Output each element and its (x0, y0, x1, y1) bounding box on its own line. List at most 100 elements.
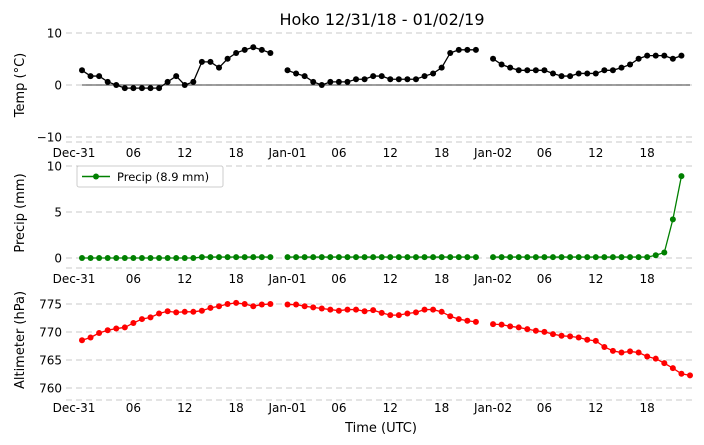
precip-data-point (138, 255, 145, 261)
precip-x-tick-label: 18 (434, 272, 449, 286)
altimeter-data-point (190, 308, 197, 315)
altimeter-data-point (524, 326, 531, 333)
altimeter-data-point (678, 370, 685, 377)
altimeter-x-tick-label: 06 (126, 401, 141, 415)
temp-data-point (464, 46, 471, 53)
precip-data-point (147, 255, 154, 261)
precip-data-point (412, 254, 419, 261)
precip-data-point (121, 255, 128, 261)
precip-data-point (310, 254, 317, 261)
altimeter-data-point (464, 317, 471, 324)
temp-x-tick-label: 06 (331, 146, 346, 160)
temp-data-point (541, 67, 548, 74)
precip-data-point (156, 255, 163, 261)
altimeter-data-point (250, 303, 257, 310)
precip-data-point (233, 254, 240, 261)
legend-label: Precip (8.9 mm) (117, 170, 209, 184)
temp-data-point (370, 73, 377, 80)
temp-data-point (644, 52, 651, 59)
altimeter-y-ticks: 775 770 765 760 (39, 298, 62, 396)
precip-data-point (584, 254, 591, 261)
altimeter-data-point (498, 321, 505, 328)
precip-x-tick-label: 06 (331, 272, 346, 286)
precip-data-point (395, 254, 402, 261)
precip-data-point (190, 255, 197, 261)
precip-data-point (250, 254, 257, 261)
altimeter-data-point (644, 353, 651, 360)
altimeter-data-point (130, 319, 137, 326)
altimeter-data-point (472, 318, 479, 325)
temp-data-point (567, 73, 574, 80)
precip-data-point (207, 254, 214, 261)
temp-x-tick-label: 12 (383, 146, 398, 160)
temp-data-point (310, 78, 317, 85)
temp-data-point (421, 73, 428, 80)
legend-box (76, 165, 224, 188)
precip-y-tick-label: 10 (47, 160, 62, 174)
precip-data-point (335, 254, 342, 261)
temp-x-tick-label: 06 (126, 146, 141, 160)
altimeter-data-point (455, 316, 462, 323)
precip-data-point (361, 254, 368, 261)
precip-data-point (430, 254, 437, 261)
altimeter-data-point (635, 349, 642, 356)
x-axis-label: Time (UTC) (344, 421, 417, 436)
altimeter-data-point (661, 360, 668, 367)
temp-data-point (361, 76, 368, 83)
precip-data-point (87, 255, 94, 261)
altimeter-data-point (121, 324, 128, 331)
precip-data-point (241, 254, 248, 261)
altimeter-data-point (592, 337, 599, 344)
temp-data-point (327, 78, 334, 85)
precip-x-tick-label: 12 (588, 272, 603, 286)
precip-x-tick-label: Dec-31 (53, 272, 96, 286)
precip-y-tick-label: 0 (54, 252, 62, 266)
altimeter-data-point (421, 306, 428, 313)
altimeter-data-point (138, 316, 145, 323)
altimeter-data-point (370, 307, 377, 314)
precip-data-point (455, 254, 462, 261)
altimeter-data-point (532, 327, 539, 334)
altimeter-data-point (627, 348, 634, 355)
altimeter-data-point (87, 334, 94, 341)
precip-data-point (609, 254, 616, 261)
temp-y-label: Temp (°C) (13, 53, 28, 119)
temp-data-point (258, 46, 265, 53)
altimeter-data-point (447, 313, 454, 320)
precip-data-point (130, 255, 137, 261)
temp-data-point (181, 82, 188, 88)
precip-data-point (472, 254, 479, 261)
precip-data-point (549, 254, 556, 261)
precip-data-point (438, 254, 445, 261)
precip-x-tick-label: Jan-02 (473, 272, 512, 286)
altimeter-data-point (549, 331, 556, 338)
altimeter-data-point (104, 327, 111, 334)
precip-data-point (301, 254, 308, 261)
temp-data-point (96, 73, 103, 80)
precip-data-point (515, 254, 522, 261)
altimeter-data-point (404, 310, 411, 317)
altimeter-data-point (181, 308, 188, 315)
precip-data-point (318, 254, 325, 261)
altimeter-x-tick-label: 12 (177, 401, 192, 415)
temp-data-point (584, 70, 591, 77)
altimeter-data-point (353, 306, 360, 313)
precip-x-tick-label: 18 (640, 272, 655, 286)
precip-data-point (113, 255, 120, 261)
temp-data-point (138, 85, 145, 92)
altimeter-y-tick-label: 765 (39, 354, 62, 368)
temp-data-point (104, 78, 111, 85)
temp-data-point (344, 78, 351, 85)
precip-data-point (592, 254, 599, 261)
temp-data-point (438, 64, 445, 71)
precip-data-point (404, 254, 411, 261)
altimeter-data-point (395, 312, 402, 319)
temp-x-tick-label: 18 (640, 146, 655, 160)
altimeter-data-point (284, 301, 291, 308)
temp-data-point (558, 73, 565, 80)
altimeter-data-point (558, 332, 565, 339)
precip-x-tick-label: 18 (229, 272, 244, 286)
precip-series (79, 173, 685, 261)
temp-y-tick-label: −10 (37, 131, 62, 145)
